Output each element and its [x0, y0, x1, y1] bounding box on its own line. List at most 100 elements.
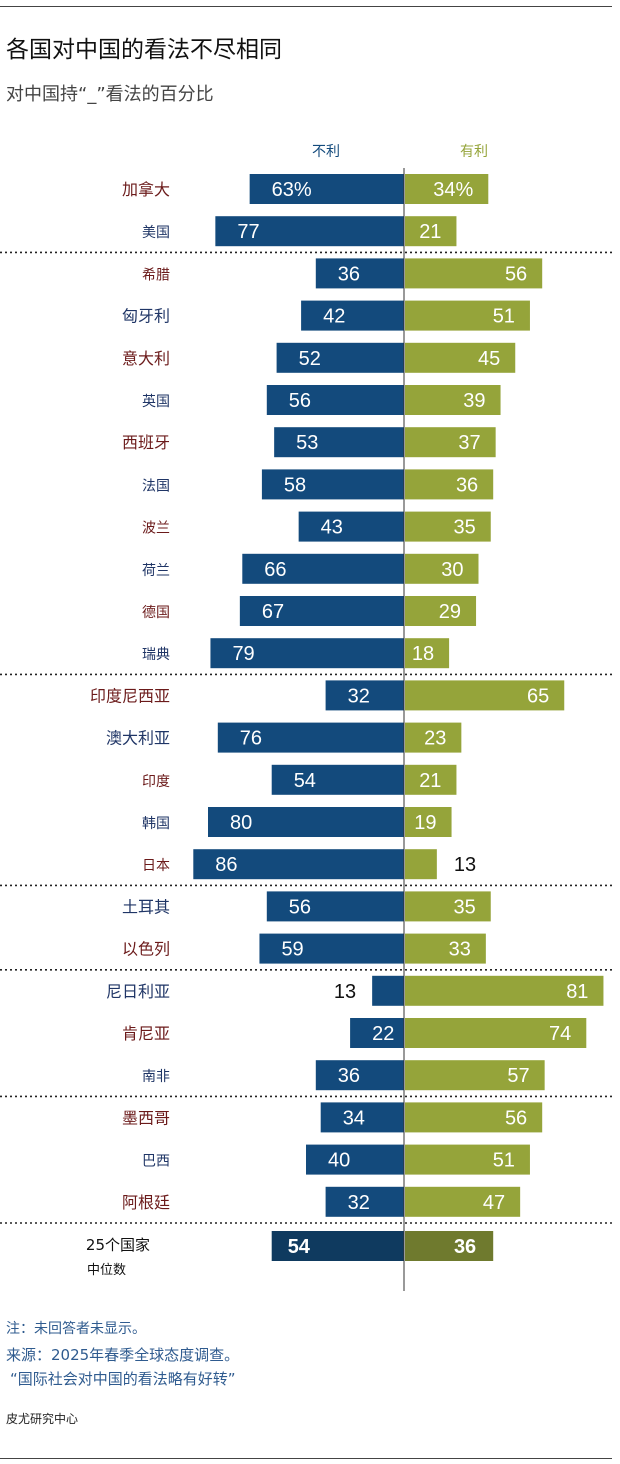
report-title: “国际社会对中国的看法略有好转”	[10, 1370, 236, 1388]
label-favorable: 23	[424, 728, 446, 750]
country-label: 墨西哥	[122, 1108, 170, 1127]
country-label: 英国	[142, 393, 170, 410]
label-unfavorable: 43	[321, 517, 343, 539]
label-unfavorable: 32	[348, 685, 370, 707]
bar-unfavorable	[259, 933, 404, 964]
median-label-sub: 中位数	[87, 1263, 126, 1278]
country-label: 波兰	[142, 521, 170, 537]
median-bar-favorable	[405, 1231, 494, 1261]
label-unfavorable: 36	[338, 1065, 360, 1087]
country-label: 阿根廷	[122, 1193, 170, 1212]
bar-favorable	[405, 1018, 587, 1048]
country-label: 澳大利亚	[106, 729, 170, 748]
bar-favorable	[405, 849, 437, 880]
legend-favorable: 有利	[460, 144, 488, 160]
country-label: 西班牙	[122, 433, 170, 452]
median-label-unfavorable: 54	[288, 1236, 311, 1258]
top-rule	[0, 6, 612, 7]
label-favorable: 35	[454, 517, 476, 539]
country-label: 美国	[142, 225, 170, 241]
bar-favorable	[405, 174, 489, 204]
bar-unfavorable	[217, 722, 404, 753]
label-favorable: 45	[478, 348, 500, 370]
bar-unfavorable	[274, 427, 404, 458]
bar-unfavorable	[210, 638, 404, 669]
country-label: 匈牙利	[122, 307, 170, 326]
chart-title: 各国对中国的看法不尽相同	[6, 37, 282, 63]
bar-favorable	[405, 1144, 530, 1175]
label-favorable: 13	[454, 854, 476, 876]
country-label: 德国	[142, 605, 170, 621]
country-label: 土耳其	[122, 897, 170, 916]
bar-favorable	[405, 764, 457, 795]
label-favorable: 35	[454, 896, 476, 918]
bar-unfavorable	[208, 807, 404, 837]
label-favorable: 39	[463, 390, 485, 412]
bar-favorable	[405, 427, 496, 458]
label-unfavorable: 67	[262, 601, 284, 623]
country-label: 法国	[142, 478, 170, 494]
bar-unfavorable	[298, 511, 404, 542]
label-unfavorable: 79	[232, 643, 254, 665]
median-label: 25个国家	[86, 1236, 150, 1254]
bar-unfavorable	[301, 300, 404, 331]
label-unfavorable: 53	[296, 432, 318, 454]
bar-favorable	[405, 469, 494, 500]
country-label: 肯尼亚	[122, 1024, 170, 1043]
label-unfavorable: 32	[348, 1192, 370, 1214]
label-favorable: 81	[566, 981, 588, 1003]
bar-favorable	[405, 1102, 543, 1133]
label-favorable: 56	[505, 1107, 527, 1129]
bar-favorable	[405, 596, 477, 626]
bar-favorable	[405, 216, 457, 247]
label-unfavorable: 13	[334, 981, 356, 1003]
bar-favorable	[405, 891, 491, 922]
bar-favorable	[405, 680, 565, 711]
median-label-favorable: 36	[454, 1236, 476, 1258]
bar-favorable	[405, 1186, 521, 1217]
country-label: 希腊	[142, 267, 170, 283]
label-unfavorable: 36	[338, 263, 360, 285]
bar-favorable	[405, 975, 604, 1006]
label-favorable: 21	[419, 221, 441, 243]
chart-subtitle: 对中国持“_”看法的百分比	[6, 84, 214, 105]
label-unfavorable: 40	[328, 1150, 350, 1172]
country-label: 加拿大	[122, 180, 170, 199]
country-label: 意大利	[122, 349, 170, 368]
label-favorable: 30	[441, 559, 463, 581]
median-bar-unfavorable	[271, 1231, 404, 1261]
bottom-rule	[0, 1458, 612, 1459]
label-favorable: 74	[549, 1023, 571, 1045]
label-favorable: 19	[414, 812, 436, 834]
country-label: 印度尼西亚	[90, 686, 170, 705]
bar-favorable	[405, 807, 452, 837]
bar-unfavorable	[372, 975, 404, 1006]
bar-unfavorable	[306, 1144, 404, 1175]
label-favorable: 34%	[433, 179, 473, 201]
bar-favorable	[405, 385, 501, 415]
bar-favorable	[405, 1060, 545, 1091]
bar-unfavorable	[215, 216, 404, 247]
bar-unfavorable	[261, 469, 404, 500]
label-unfavorable: 63%	[272, 179, 312, 201]
bar-unfavorable	[193, 849, 404, 880]
country-label: 尼日利亚	[106, 982, 170, 1001]
label-favorable: 56	[505, 263, 527, 285]
country-label: 巴西	[142, 1154, 170, 1170]
country-label: 瑞典	[142, 647, 170, 663]
label-favorable: 18	[412, 643, 434, 665]
label-favorable: 29	[439, 601, 461, 623]
label-unfavorable: 22	[372, 1023, 394, 1045]
country-label: 南非	[142, 1069, 170, 1085]
bar-favorable	[405, 511, 491, 542]
country-label: 以色列	[122, 940, 170, 959]
country-label: 韩国	[142, 816, 170, 832]
bar-unfavorable	[320, 1102, 404, 1133]
label-unfavorable: 66	[264, 559, 286, 581]
label-unfavorable: 56	[289, 390, 311, 412]
label-unfavorable: 56	[289, 896, 311, 918]
bar-unfavorable	[350, 1018, 404, 1048]
bar-unfavorable	[271, 764, 404, 795]
bar-unfavorable	[266, 385, 404, 415]
